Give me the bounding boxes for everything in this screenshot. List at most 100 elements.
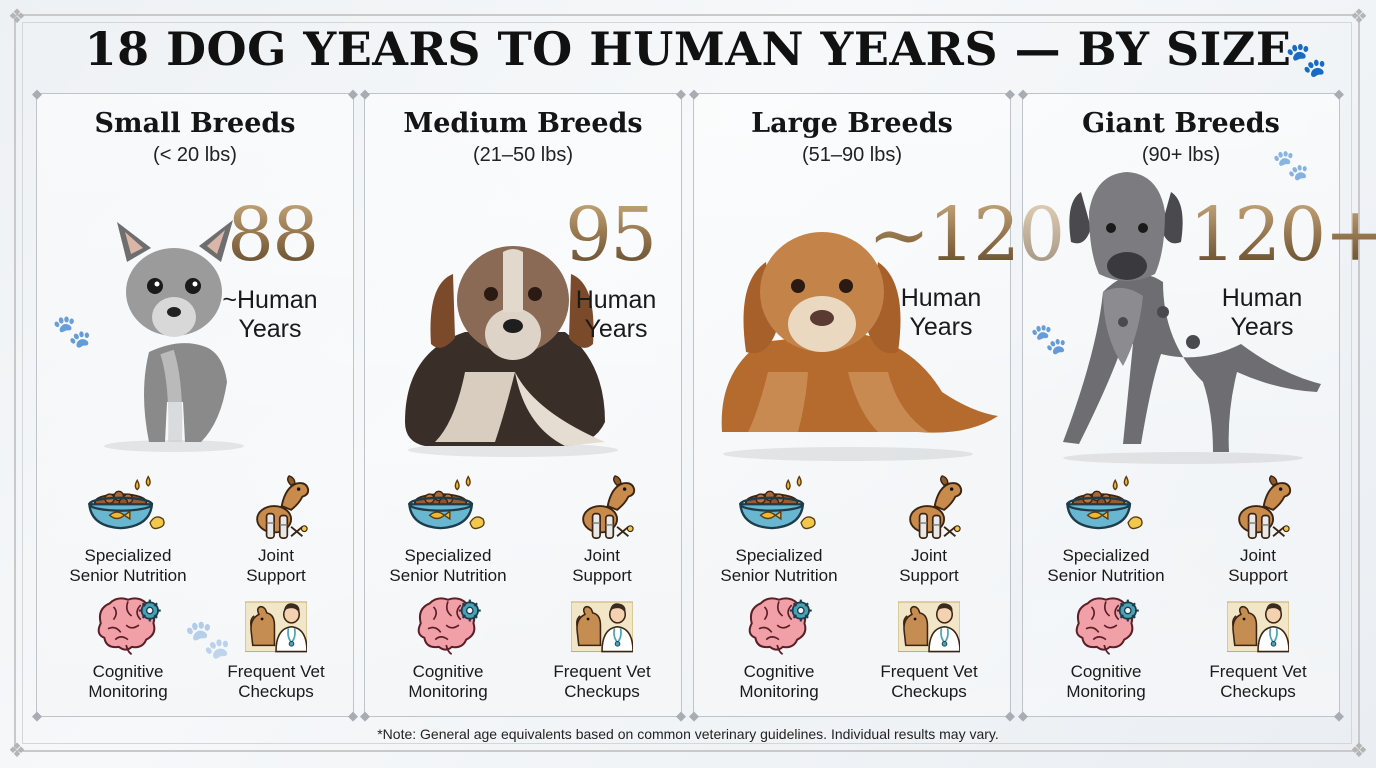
panel-corner-icon: ◆ [676, 86, 686, 101]
feature-label-line2: Senior Nutrition [720, 566, 838, 585]
panel-medium-breeds: ◆ ◆ ◆ ◆ Medium Breeds (21–50 lbs) 95 Human… [360, 87, 686, 723]
breed-name: Medium Breeds [403, 108, 643, 139]
feature-label: Joint Support [854, 546, 1004, 586]
feature-joint: Joint Support [854, 474, 1004, 586]
feature-label-line1: Frequent Vet [553, 662, 651, 681]
age-label-line1: Human [1221, 284, 1303, 312]
feature-label: Specialized Senior Nutrition [373, 546, 523, 586]
corner-ornament-icon: ❖ [8, 740, 26, 762]
feature-label-line2: Support [899, 566, 959, 585]
feature-label: Joint Support [201, 546, 351, 586]
feature-vet: Frequent Vet Checkups [1183, 596, 1333, 702]
feature-joint: Joint Support [1183, 474, 1333, 586]
feature-label-line1: Specialized [735, 546, 823, 565]
feature-vet: Frequent Vet Checkups [854, 596, 1004, 702]
feature-label-line1: Cognitive [92, 662, 164, 681]
age-number: 88 [227, 192, 319, 278]
corner-ornament-icon: ❖ [8, 6, 26, 28]
feature-label: Cognitive Monitoring [373, 662, 523, 702]
feature-joint: Joint Support [527, 474, 677, 586]
chihuahua-image [104, 220, 244, 452]
feature-label: Cognitive Monitoring [1031, 662, 1181, 702]
panel-corner-icon: ◆ [1005, 86, 1015, 101]
food-bowl-icon [402, 474, 494, 540]
breed-weight: (< 20 lbs) [153, 144, 237, 166]
dog-vet-icon [898, 596, 960, 656]
age-label-line2: Years [584, 315, 648, 343]
feature-label: Joint Support [1183, 546, 1333, 586]
feature-cognitive: Cognitive Monitoring [1031, 596, 1181, 702]
age-label-line2: Years [1230, 313, 1294, 341]
panel-corner-icon: ◆ [1334, 86, 1344, 101]
feature-label-line2: Support [246, 566, 306, 585]
breed-weight: (51–90 lbs) [801, 144, 903, 166]
dog-joint-icon [236, 474, 316, 540]
brain-gear-icon [1066, 596, 1146, 656]
age-label-line2: Years [909, 313, 973, 341]
feature-label-line2: Senior Nutrition [1047, 566, 1165, 585]
feature-label: Cognitive Monitoring [53, 662, 203, 702]
feature-nutrition: Specialized Senior Nutrition [1031, 474, 1181, 586]
food-bowl-icon [733, 474, 825, 540]
feature-label-line2: Monitoring [739, 682, 819, 701]
feature-label: Specialized Senior Nutrition [704, 546, 854, 586]
dog-vet-icon [1227, 596, 1289, 656]
feature-label-line1: Frequent Vet [1209, 662, 1307, 681]
feature-joint: Joint Support [201, 474, 351, 586]
food-bowl-icon [82, 474, 174, 540]
feature-label-line1: Specialized [84, 546, 172, 565]
feature-label-line1: Specialized [404, 546, 492, 565]
age-label: Human Years [876, 284, 1006, 342]
beagle-image [405, 246, 618, 457]
feature-label-line2: Support [1228, 566, 1288, 585]
age-label-line1: Human [900, 284, 982, 312]
age-label-line1: Human [575, 286, 657, 314]
feature-nutrition: Specialized Senior Nutrition [373, 474, 523, 586]
feature-label-line2: Senior Nutrition [389, 566, 507, 585]
feature-nutrition: Specialized Senior Nutrition [704, 474, 854, 586]
page-title: 18 DOG YEARS TO HUMAN YEARS — BY SIZE [84, 22, 1292, 76]
feature-label-line2: Checkups [564, 682, 640, 701]
panel-corner-icon: ◆ [689, 708, 699, 723]
panel-corner-icon: ◆ [1005, 708, 1015, 723]
feature-label: Frequent Vet Checkups [854, 662, 1004, 702]
food-bowl-icon [1060, 474, 1152, 540]
feature-label-line1: Specialized [1062, 546, 1150, 565]
outer-frame [14, 14, 1360, 752]
panel-giant-breeds: ◆ ◆ ◆ ◆ Giant Breeds (90+ lbs) 120+ Human … [1018, 87, 1376, 723]
brain-gear-icon [739, 596, 819, 656]
dog-vet-icon [571, 596, 633, 656]
feature-label-line2: Monitoring [88, 682, 168, 701]
panel-corner-icon: ◆ [1334, 708, 1344, 723]
feature-label-line2: Support [572, 566, 632, 585]
age-label-line2: Years [238, 315, 302, 343]
feature-label-line2: Monitoring [1066, 682, 1146, 701]
feature-label-line1: Joint [258, 546, 294, 565]
breed-name: Giant Breeds [1082, 108, 1280, 139]
panel-corner-icon: ◆ [676, 708, 686, 723]
feature-label-line2: Checkups [1220, 682, 1296, 701]
feature-vet: Frequent Vet Checkups [201, 596, 351, 702]
age-label: ~Human Years [205, 286, 335, 344]
corner-ornament-icon: ❖ [1350, 740, 1368, 762]
feature-label-line1: Joint [584, 546, 620, 565]
feature-label-line1: Joint [1240, 546, 1276, 565]
feature-nutrition: Specialized Senior Nutrition [53, 474, 203, 586]
feature-label-line1: Joint [911, 546, 947, 565]
age-label-line1: ~Human [222, 286, 318, 314]
feature-label: Frequent Vet Checkups [201, 662, 351, 702]
panel-corner-icon: ◆ [1018, 708, 1028, 723]
breed-name: Small Breeds [94, 108, 296, 139]
feature-cognitive: Cognitive Monitoring [373, 596, 523, 702]
feature-label: Specialized Senior Nutrition [53, 546, 203, 586]
feature-label: Frequent Vet Checkups [1183, 662, 1333, 702]
footnote: *Note: General age equivalents based on … [377, 726, 999, 742]
feature-cognitive: Cognitive Monitoring [53, 596, 203, 702]
brain-gear-icon [88, 596, 168, 656]
age-number: 120+ [1189, 198, 1376, 272]
feature-label: Frequent Vet Checkups [527, 662, 677, 702]
feature-label-line1: Frequent Vet [227, 662, 325, 681]
brain-gear-icon [408, 596, 488, 656]
feature-label-line2: Checkups [238, 682, 314, 701]
feature-label-line1: Frequent Vet [880, 662, 978, 681]
